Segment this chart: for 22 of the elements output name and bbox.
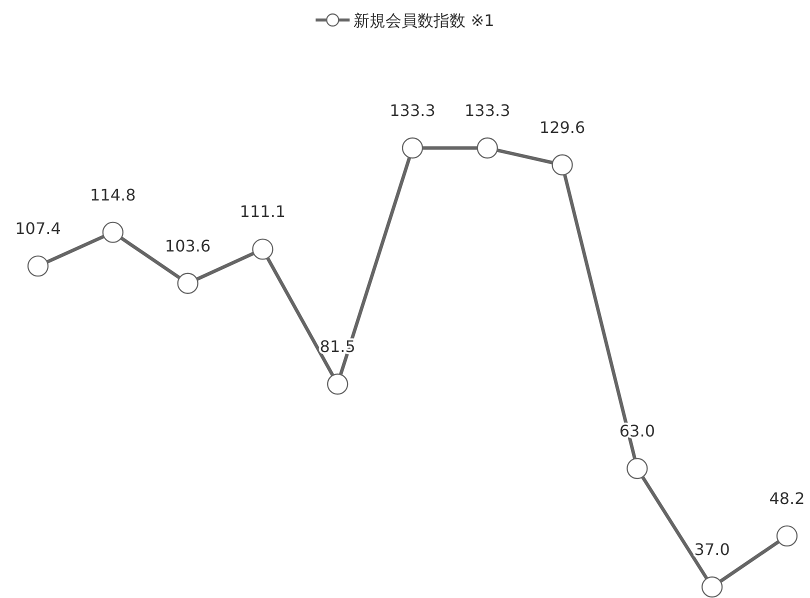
data-label: 103.6 bbox=[164, 236, 211, 256]
point bbox=[626, 458, 648, 480]
point bbox=[177, 272, 198, 294]
data-label: 129.6 bbox=[539, 118, 586, 137]
data-label: 48.2 bbox=[769, 488, 805, 508]
point bbox=[252, 238, 274, 260]
point bbox=[476, 137, 498, 159]
data-label: 111.1 bbox=[240, 202, 286, 222]
point bbox=[102, 222, 124, 243]
data-label: 107.4 bbox=[15, 219, 61, 238]
point bbox=[27, 255, 49, 277]
point bbox=[776, 525, 798, 547]
data-label: 133.3 bbox=[464, 101, 510, 120]
point bbox=[702, 576, 723, 598]
point bbox=[327, 374, 348, 395]
data-label: 133.3 bbox=[390, 101, 436, 120]
point bbox=[552, 154, 573, 176]
data-label: 114.8 bbox=[90, 185, 136, 204]
legend-label: 新規会員数指数 ※1 bbox=[354, 11, 494, 30]
data-label: 37.0 bbox=[694, 540, 730, 559]
point bbox=[402, 137, 424, 159]
legend: 新規会員数指数 ※1 bbox=[316, 11, 494, 30]
